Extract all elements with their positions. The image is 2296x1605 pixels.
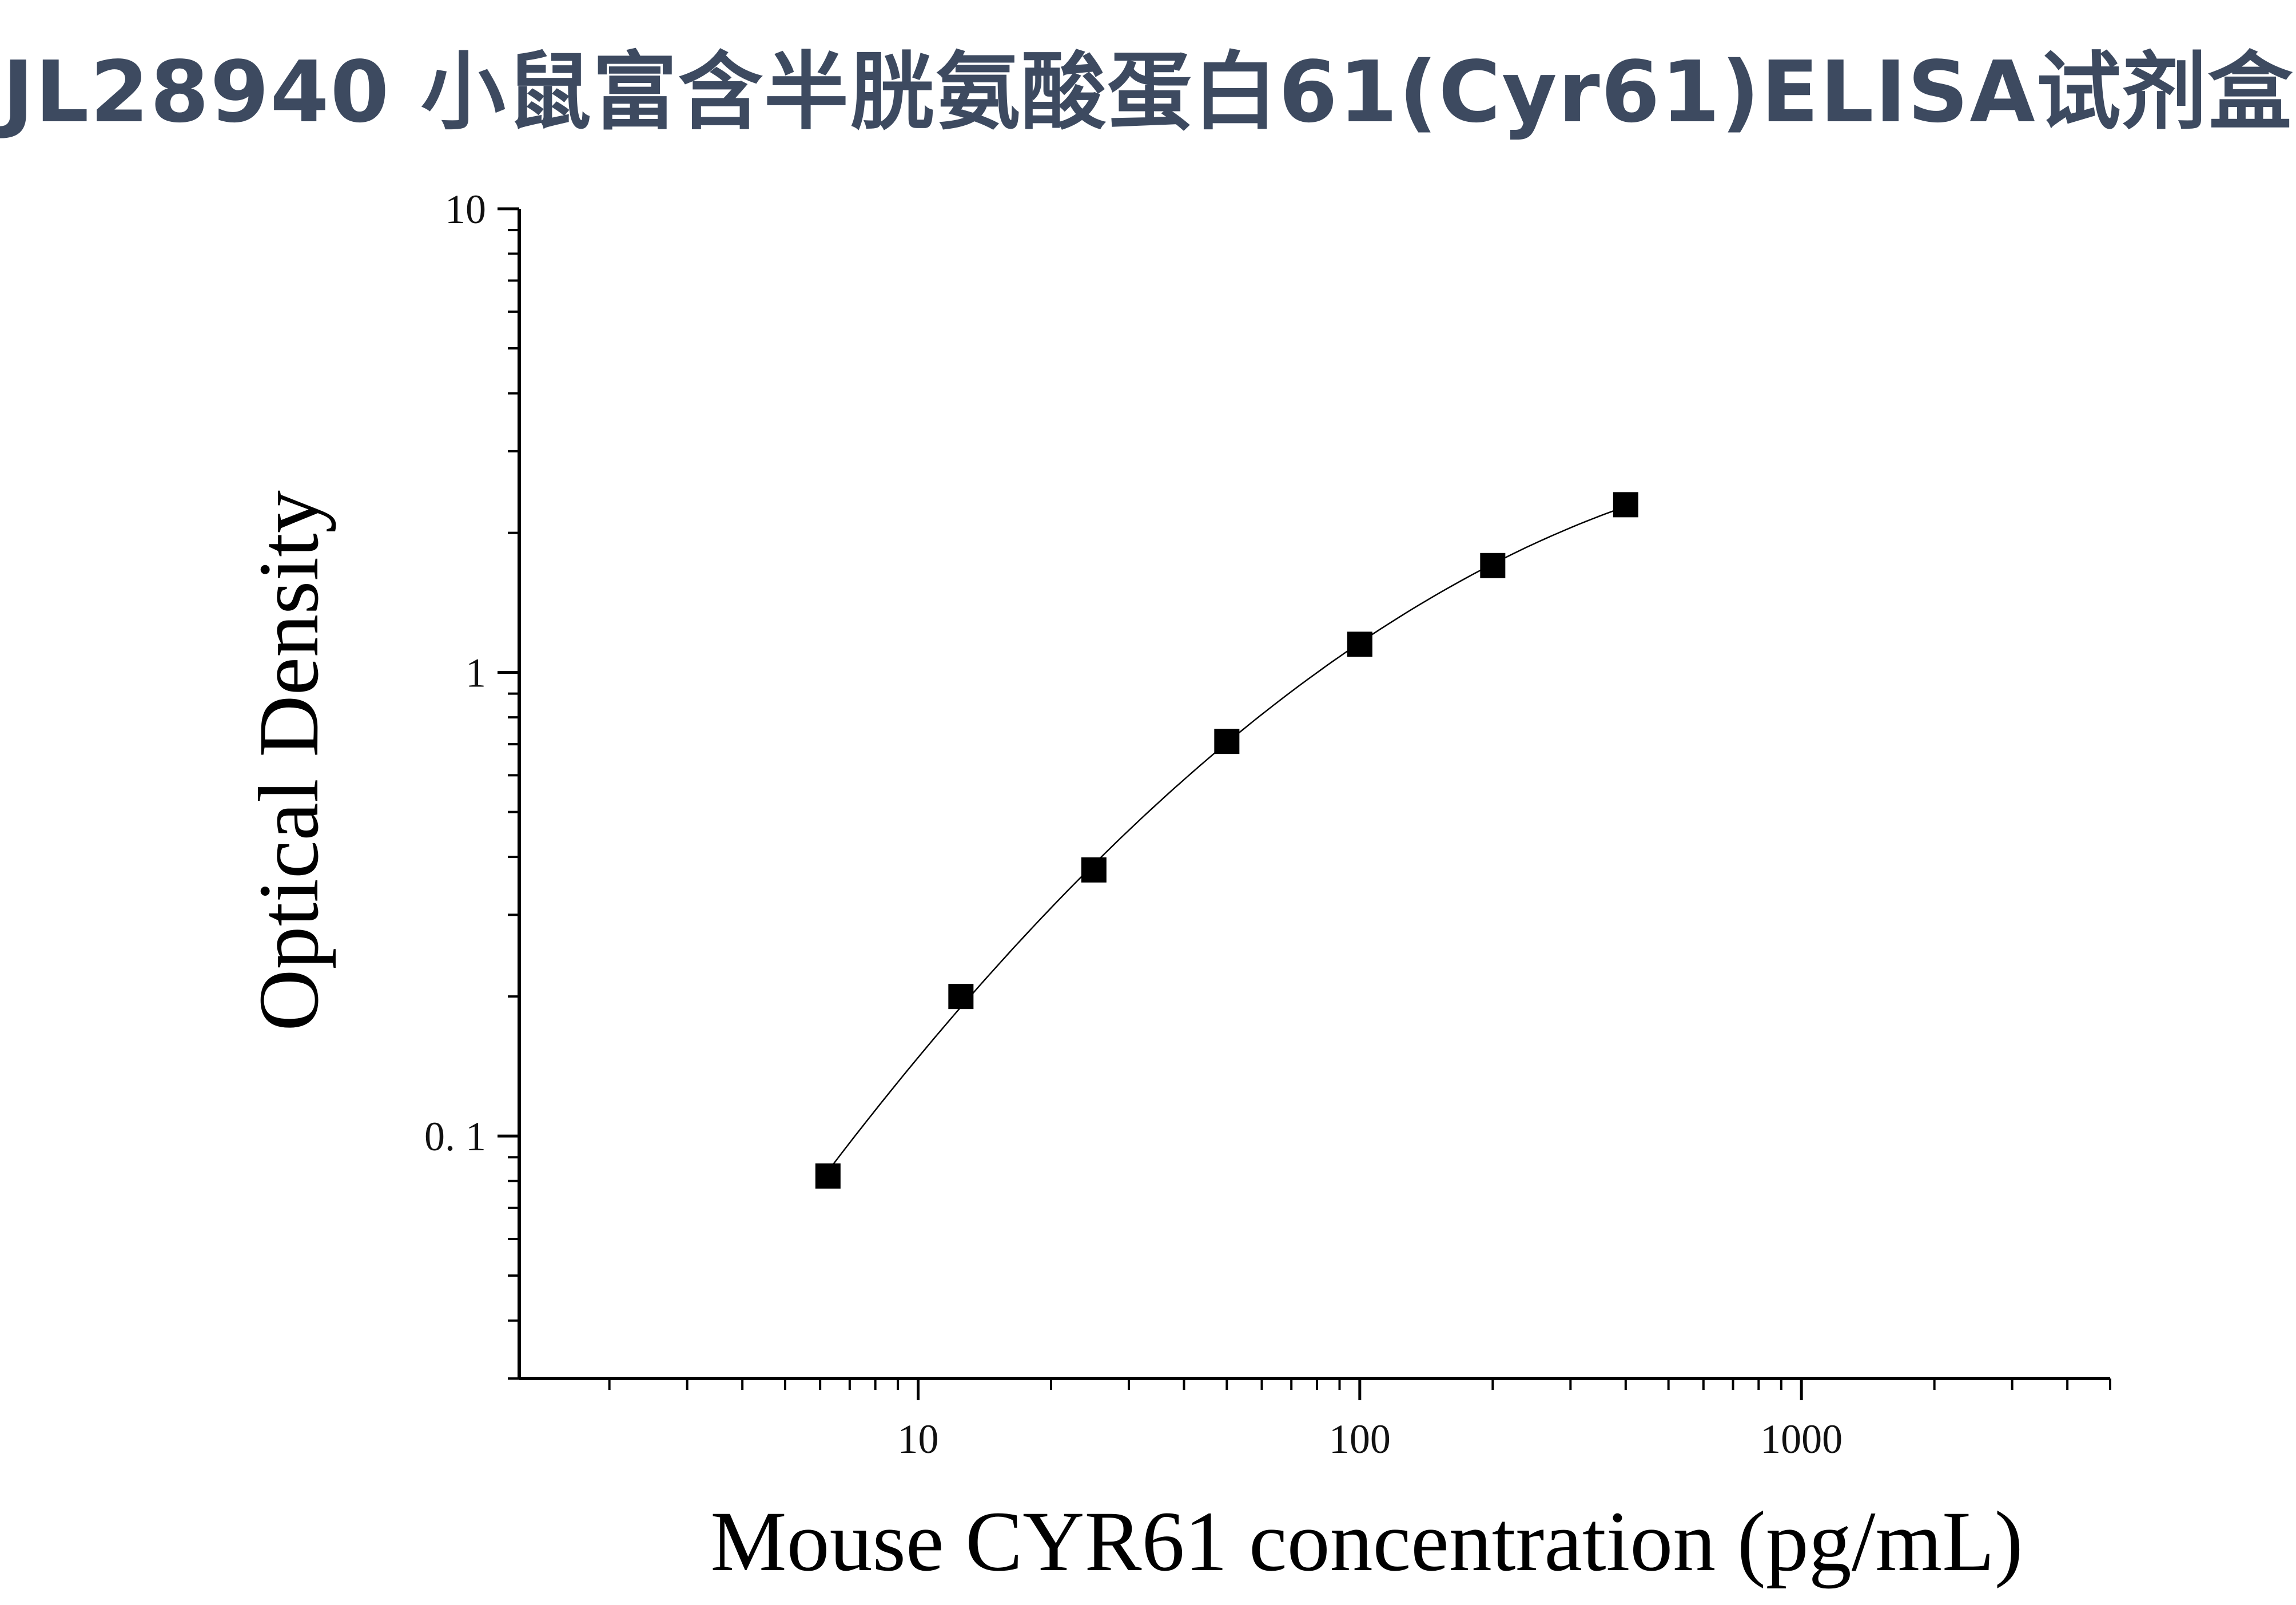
y-axis-label: Optical Density xyxy=(241,490,336,1031)
data-points xyxy=(815,492,1638,1189)
data-point xyxy=(1214,729,1240,754)
data-point xyxy=(1480,553,1506,578)
data-point xyxy=(948,984,974,1010)
y-tick-label: 1 xyxy=(465,650,486,696)
x-tick-label: 100 xyxy=(1329,1416,1391,1462)
data-point xyxy=(815,1163,841,1189)
x-tick-label: 1000 xyxy=(1760,1416,1843,1462)
y-tick-label: 0. 1 xyxy=(424,1114,486,1159)
minor-ticks xyxy=(508,229,2111,1390)
x-tick-label: 10 xyxy=(897,1416,938,1462)
tick-labels: 10 100 1000 0. 1 1 10 xyxy=(424,186,1843,1462)
data-point xyxy=(1613,492,1638,518)
fit-curve xyxy=(827,506,1626,1172)
data-point xyxy=(1081,857,1107,883)
axes xyxy=(518,209,2110,1380)
y-tick-label: 10 xyxy=(445,186,486,232)
major-ticks xyxy=(498,207,1803,1400)
x-axis-label: Mouse CYR61 concentration (pg/mL) xyxy=(710,1494,2023,1589)
data-point xyxy=(1347,631,1372,657)
chart-title: JL28940 小鼠富含半胱氨酸蛋白61(Cyr61)ELISA试剂盒 xyxy=(2,43,2294,141)
